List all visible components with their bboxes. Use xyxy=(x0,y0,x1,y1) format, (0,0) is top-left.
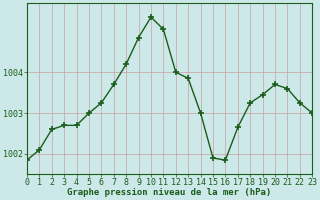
X-axis label: Graphe pression niveau de la mer (hPa): Graphe pression niveau de la mer (hPa) xyxy=(68,188,272,197)
